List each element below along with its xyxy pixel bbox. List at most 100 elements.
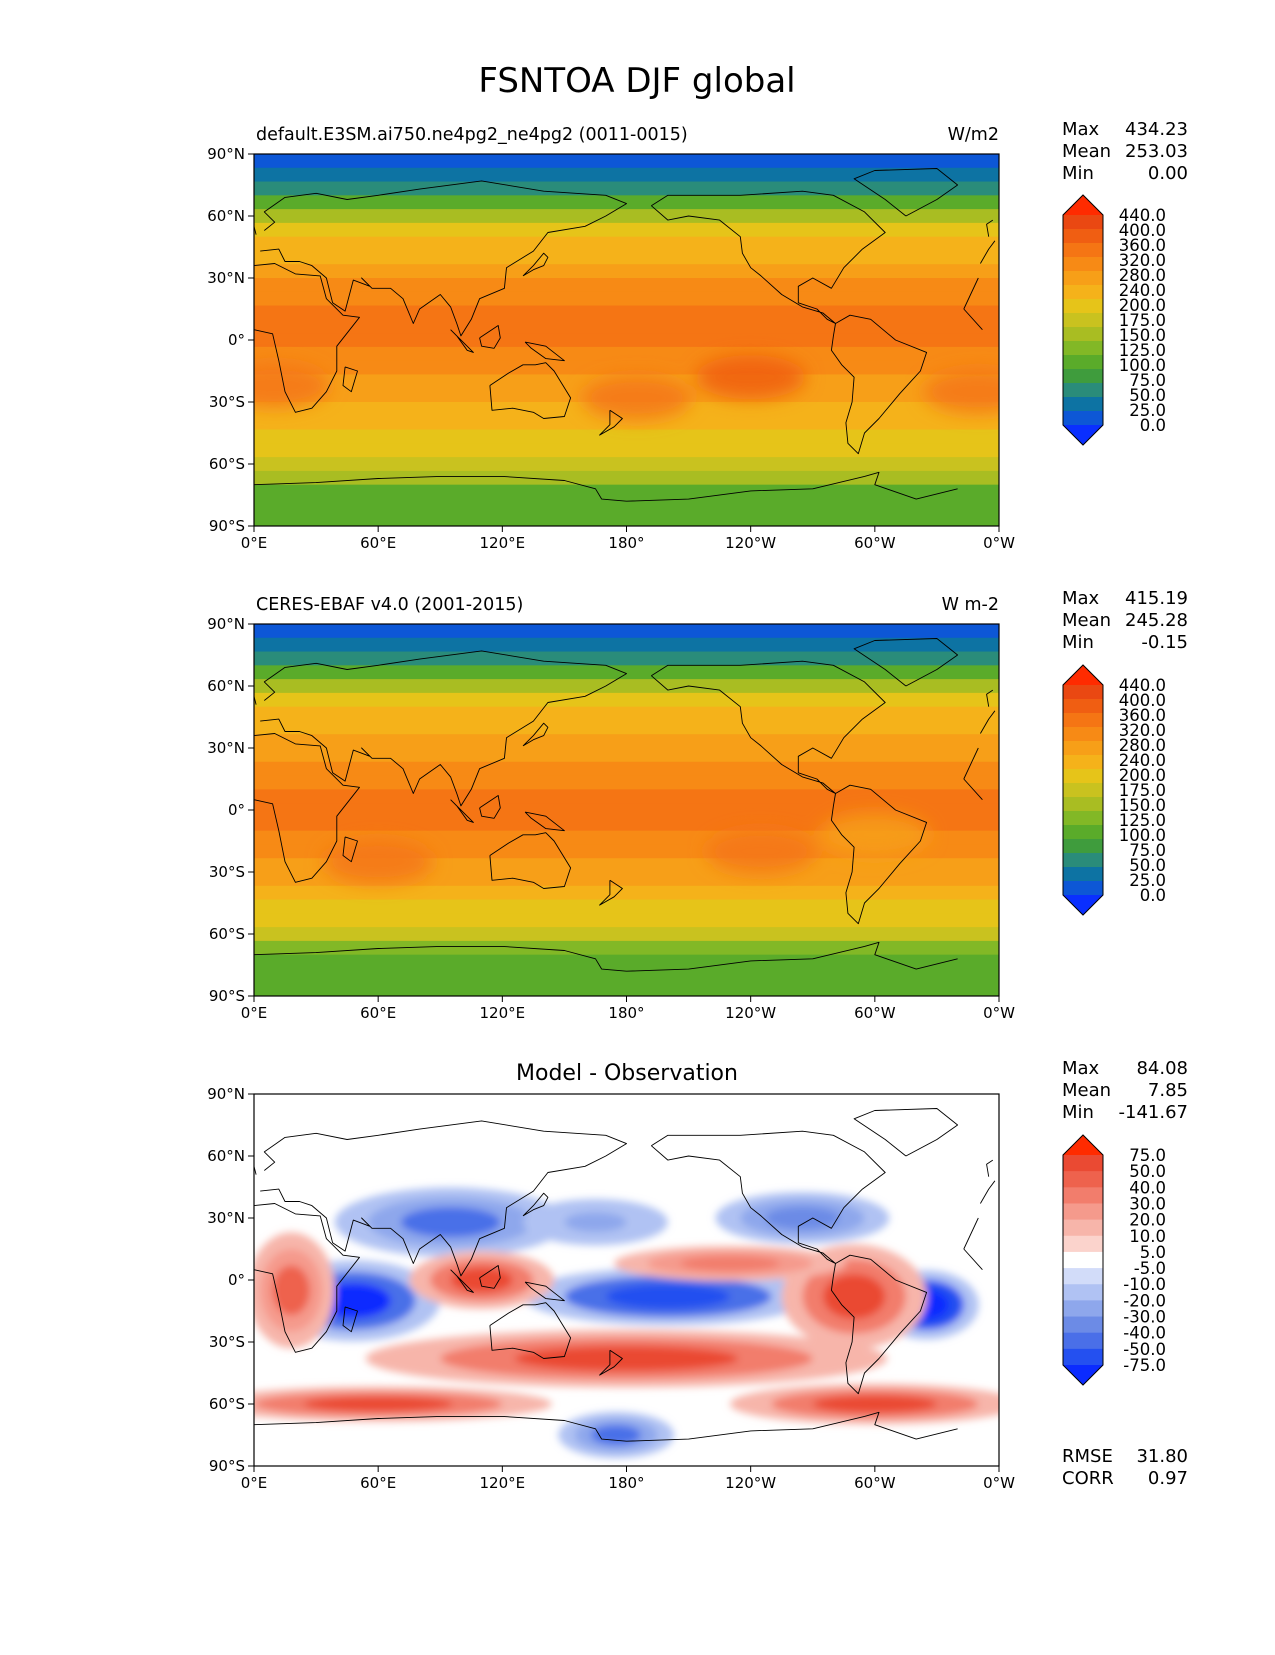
panel-diff-lon-label-0: 0°E bbox=[241, 1474, 268, 1492]
panel-model-band-9 bbox=[254, 278, 999, 293]
panel-obs-colorbar-label-2: 360.0 bbox=[1119, 706, 1166, 725]
panel-diff-colorbar-label-13: -75.0 bbox=[1123, 1356, 1166, 1375]
panel-model-band-14 bbox=[254, 346, 999, 362]
panel-obs-band-21 bbox=[254, 913, 999, 928]
panel-obs-lon-label-2: 120°E bbox=[480, 1004, 526, 1022]
panel-obs-colorbar-label-12: 50.0 bbox=[1129, 856, 1166, 875]
panel-obs-band-20 bbox=[254, 899, 999, 915]
panel-obs-band-8 bbox=[254, 734, 999, 749]
panel-obs-colorbar-swatch-0 bbox=[1063, 685, 1103, 700]
panel-diff-metrics: RMSE 31.80 CORR 0.97 bbox=[1062, 1446, 1188, 1489]
panel-diff-coast-antarctica-1 bbox=[254, 1415, 627, 1442]
panel-diff-rmse-value: 31.80 bbox=[1136, 1446, 1188, 1467]
panel-obs-stat-max-label: Max bbox=[1062, 588, 1100, 609]
panel-model-lon-label-6: 0°W bbox=[983, 534, 1015, 552]
panel-obs-band-26 bbox=[254, 982, 999, 996]
panel-model-coast-australia-0 bbox=[489, 362, 572, 419]
panel-diff-coast-japan-0 bbox=[522, 1192, 549, 1217]
panel-obs-coast-antarctica-1 bbox=[254, 945, 627, 972]
panel-obs-lon-label-0: 0°E bbox=[241, 1004, 268, 1022]
panel-obs-lat-label-6: 90°S bbox=[209, 987, 245, 1005]
panel-obs-colorbar-label-4: 280.0 bbox=[1119, 736, 1166, 755]
panel-diff-stat-mean-value: 7.85 bbox=[1148, 1080, 1188, 1101]
panel-diff-colorbar-label-12: -50.0 bbox=[1123, 1340, 1166, 1359]
panel-obs-colorbar-label-10: 100.0 bbox=[1119, 826, 1166, 845]
panel-diff-anomaly-6-level-2 bbox=[591, 1425, 641, 1445]
panel-model-lon-label-0: 0°E bbox=[241, 534, 268, 552]
panel-diff-coast-greenland-0 bbox=[853, 1108, 959, 1157]
panel-obs-band-11 bbox=[254, 775, 999, 791]
panel-model-colorbar-label-4: 280.0 bbox=[1119, 266, 1166, 285]
panel-diff-stat-max-value: 84.08 bbox=[1136, 1058, 1188, 1079]
panel-diff-colorbar-swatch-0 bbox=[1063, 1155, 1103, 1172]
panel-obs-band-5 bbox=[254, 692, 999, 708]
panel-diff-anomaly-10-level-2 bbox=[514, 1346, 739, 1371]
panel-model-coast-newguinea-0 bbox=[524, 341, 565, 362]
panel-diff-anomaly-0-level-2 bbox=[316, 1283, 391, 1319]
panel-obs-hotspot-2 bbox=[819, 812, 930, 857]
panel-obs-band-22 bbox=[254, 927, 999, 942]
panel-model-lon-label-5: 60°W bbox=[854, 534, 896, 552]
panel-model-colorbar-label-3: 320.0 bbox=[1119, 251, 1166, 270]
panel-diff-stat-mean-label: Mean bbox=[1062, 1080, 1111, 1101]
panel-obs-colorbar-swatch-11 bbox=[1063, 839, 1103, 854]
panel-model-colorbar-extend-min bbox=[1063, 425, 1103, 445]
panel-model-band-6 bbox=[254, 236, 999, 252]
panel-diff-lat-label-5: 60°S bbox=[209, 1395, 245, 1413]
panel-obs-colorbar: 440.0400.0360.0320.0280.0240.0200.0175.0… bbox=[1062, 664, 1166, 916]
panel-model-hotspot-0 bbox=[254, 363, 330, 408]
panel-model-hotspot-3 bbox=[923, 369, 999, 414]
panel-model-colorbar-swatch-14 bbox=[1063, 411, 1103, 426]
panel-model-colorbar-swatch-6 bbox=[1063, 299, 1103, 314]
panel-obs-coast-africa-2 bbox=[963, 778, 983, 801]
panel-obs-lon-label-3: 180° bbox=[608, 1004, 644, 1022]
panel-diff-anomaly-13-level-2 bbox=[680, 1256, 780, 1271]
panel-model-colorbar-label-8: 150.0 bbox=[1119, 326, 1166, 345]
panel-model-colorbar-label-1: 400.0 bbox=[1119, 221, 1166, 240]
panel-diff-colorbar-label-5: 10.0 bbox=[1129, 1227, 1166, 1246]
panel-obs-lon-label-6: 0°W bbox=[983, 1004, 1015, 1022]
panel-diff-coastlines bbox=[254, 1108, 996, 1442]
panel-model-band-11 bbox=[254, 305, 999, 321]
panel-diff-colorbar-label-4: 20.0 bbox=[1129, 1211, 1166, 1230]
panel-model-colorbar-label-11: 75.0 bbox=[1129, 371, 1166, 390]
panel-model-lat-label-4: 30°S bbox=[209, 393, 245, 411]
panel-obs-lon-label-4: 120°W bbox=[725, 1004, 776, 1022]
panel-obs-lat-label-1: 60°N bbox=[207, 677, 245, 695]
panel-model-colorbar-label-12: 50.0 bbox=[1129, 386, 1166, 405]
panel-obs-coast-antarctica-0 bbox=[626, 941, 958, 972]
panel-diff-coast-nz-0 bbox=[599, 1349, 623, 1376]
panel-diff-coast-africa-0 bbox=[963, 1217, 979, 1250]
panel-diff-lat-label-1: 60°N bbox=[207, 1147, 245, 1165]
panel-diff-colorbar-swatch-4 bbox=[1063, 1219, 1103, 1237]
panel-diff-rmse-label: RMSE bbox=[1062, 1446, 1113, 1467]
panel-obs-stat-mean-value: 245.28 bbox=[1125, 610, 1188, 631]
panel-model-stat-max-value: 434.23 bbox=[1125, 119, 1188, 140]
panel-obs-colorbar-label-7: 175.0 bbox=[1119, 781, 1166, 800]
panel-obs-colorbar-swatch-1 bbox=[1063, 699, 1103, 714]
panel-model-coast-antarctica-0 bbox=[626, 471, 958, 502]
panel-obs-stat-min-label: Min bbox=[1062, 632, 1094, 653]
panel-obs-hotspot-0 bbox=[323, 839, 434, 884]
panel-diff-colorbar-label-11: -40.0 bbox=[1123, 1324, 1166, 1343]
panel-diff-anomaly-4-level-2 bbox=[765, 1206, 840, 1230]
panel-diff-field bbox=[254, 1094, 999, 1466]
panel-model-band-10 bbox=[254, 291, 999, 307]
panel-diff-title-center: Model - Observation bbox=[516, 1061, 738, 1086]
panel-diff-anomaly-11-level-2 bbox=[303, 1396, 453, 1412]
panel-obs-band-19 bbox=[254, 885, 999, 901]
panel-obs-band-7 bbox=[254, 720, 999, 736]
panel-diff-coast-antarctica-0 bbox=[626, 1411, 958, 1442]
panel-diff: Model - Observation 90°N 60°N 30°N 0° 30°S 60… bbox=[207, 1058, 1188, 1492]
panel-obs-colorbar-extend-min bbox=[1063, 895, 1103, 915]
panel-obs-colorbar-swatch-3 bbox=[1063, 727, 1103, 742]
panel-diff-lon-label-1: 60°E bbox=[360, 1474, 396, 1492]
panel-diff-colorbar-swatch-3 bbox=[1063, 1203, 1103, 1221]
panel-model-band-2 bbox=[254, 181, 999, 197]
panel-diff-coast-newguinea-0 bbox=[524, 1281, 565, 1302]
panel-model-colorbar-label-2: 360.0 bbox=[1119, 236, 1166, 255]
panel-obs-coast-namerica-0 bbox=[651, 660, 886, 794]
panel-model-stats: Max 434.23 Mean 253.03 Min 0.00 bbox=[1062, 119, 1188, 184]
panel-diff-colorbar-extend-max bbox=[1063, 1135, 1103, 1155]
panel-obs-band-14 bbox=[254, 816, 999, 832]
